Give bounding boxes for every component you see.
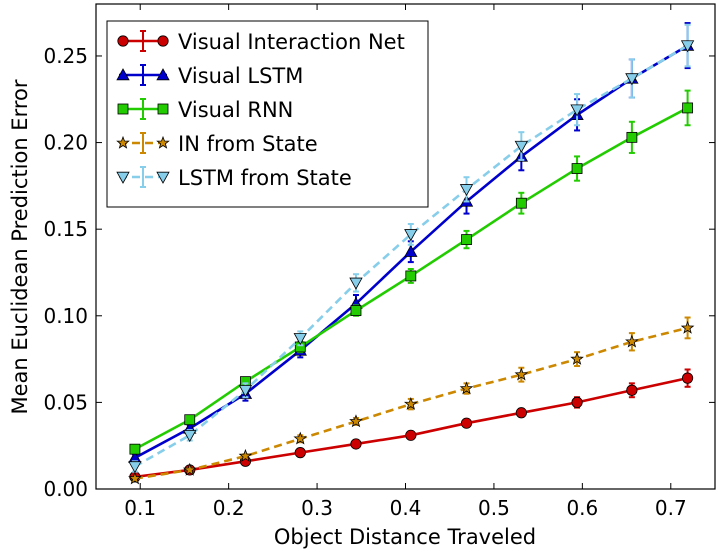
legend-marker <box>116 68 130 81</box>
data-point <box>405 270 417 282</box>
data-point <box>682 102 693 114</box>
legend-marker <box>156 68 170 81</box>
legend-marker <box>157 103 169 115</box>
series-visual-rnn <box>129 89 693 455</box>
data-point <box>349 277 363 290</box>
data-point <box>129 443 141 455</box>
y-tick-label: 0.10 <box>43 304 88 328</box>
legend-label: Visual Interaction Net <box>178 30 405 54</box>
series-in-from-state <box>128 316 695 485</box>
y-axis-title: Mean Euclidean Prediction Error <box>8 79 32 414</box>
data-point <box>128 471 142 485</box>
plot-marks <box>128 22 695 485</box>
data-point <box>680 40 695 53</box>
data-point <box>459 381 474 395</box>
legend-error-bar <box>140 132 146 154</box>
x-tick-label: 0.1 <box>124 496 156 520</box>
data-point <box>460 417 473 429</box>
series-lstm-from-state <box>128 23 695 474</box>
data-point <box>515 407 527 419</box>
legend-label: Visual RNN <box>178 98 293 122</box>
data-point <box>350 305 362 316</box>
y-tick-label: 0.15 <box>43 217 88 241</box>
data-point <box>461 234 472 245</box>
legend-marker <box>117 35 129 47</box>
legend-error-bar <box>140 98 146 120</box>
data-point <box>349 414 363 428</box>
legend-label: IN from State <box>178 132 318 156</box>
y-tick-label: 0.25 <box>43 44 88 68</box>
y-tick-label: 0.00 <box>43 477 88 501</box>
x-tick-label: 0.6 <box>566 496 598 520</box>
legend-marker <box>157 35 169 47</box>
x-tick-label: 0.5 <box>478 496 510 520</box>
data-point <box>184 414 196 426</box>
legend-entry-visual-interaction-net: Visual Interaction Net <box>117 30 405 54</box>
legend-error-bar <box>140 30 146 52</box>
legend-error-bar <box>140 64 146 86</box>
data-point <box>350 438 362 450</box>
series-line <box>134 44 689 468</box>
legend-label: Visual LSTM <box>178 64 303 88</box>
data-point <box>404 229 418 242</box>
data-point <box>625 334 639 348</box>
legend-marker <box>116 171 130 184</box>
data-point <box>459 184 474 197</box>
legend: Visual Interaction Net Visual LSTM Visual … <box>106 20 429 208</box>
data-point <box>182 462 197 476</box>
data-point <box>514 367 529 381</box>
data-point <box>625 73 639 86</box>
data-point <box>128 461 142 474</box>
data-point <box>570 351 584 365</box>
legend-marker <box>117 103 129 115</box>
data-point <box>515 197 527 209</box>
data-point <box>293 431 308 445</box>
data-point <box>404 244 418 257</box>
x-tick-label: 0.4 <box>390 496 422 520</box>
data-point <box>405 429 417 441</box>
legend-entry-in-from-state: IN from State <box>116 132 318 156</box>
data-point <box>293 333 307 346</box>
data-point <box>238 385 253 398</box>
legend-marker <box>156 135 170 149</box>
legend-marker <box>156 171 170 184</box>
legend-marker <box>116 135 130 149</box>
data-point <box>294 447 306 459</box>
x-axis-title: Object Distance Traveled <box>274 525 536 549</box>
data-point <box>404 396 418 410</box>
axis-ticks: 0.1 0.2 0.3 0.4 0.5 0.6 0.7 0.00 0.05 0.10 0.15 0.2… <box>43 4 715 520</box>
data-point <box>681 372 694 384</box>
data-point <box>626 384 638 396</box>
data-point <box>571 396 583 408</box>
data-point <box>571 163 583 174</box>
legend-entry-visual-rnn: Visual RNN <box>117 98 293 122</box>
legend-entry-visual-lstm: Visual LSTM <box>116 64 303 88</box>
legend-entry-lstm-from-state: LSTM from State <box>116 166 352 190</box>
data-point <box>570 104 584 117</box>
y-tick-label: 0.05 <box>43 390 88 414</box>
x-tick-label: 0.3 <box>301 496 333 520</box>
legend-label: LSTM from State <box>178 166 352 190</box>
data-point <box>238 448 253 462</box>
data-point <box>626 131 638 143</box>
x-tick-label: 0.7 <box>655 496 687 520</box>
data-point <box>680 320 695 334</box>
y-tick-label: 0.20 <box>43 131 88 155</box>
data-point <box>183 430 197 443</box>
legend-error-bar <box>140 166 146 188</box>
data-point <box>514 140 529 153</box>
x-tick-label: 0.2 <box>213 496 245 520</box>
